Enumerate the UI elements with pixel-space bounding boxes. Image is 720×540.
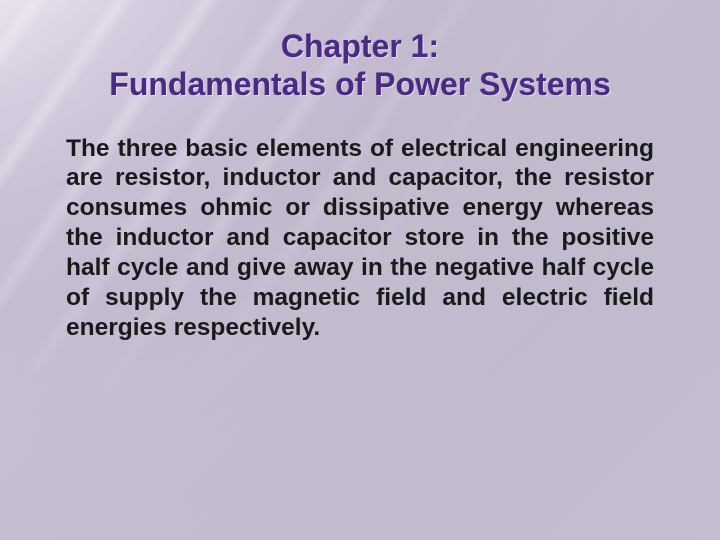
title-line-1: Chapter 1: xyxy=(60,28,660,66)
slide-title: Chapter 1: Fundamentals of Power Systems xyxy=(60,28,660,104)
title-line-2: Fundamentals of Power Systems xyxy=(60,66,660,104)
slide: Chapter 1: Fundamentals of Power Systems… xyxy=(0,0,720,540)
slide-body-text: The three basic elements of electrical e… xyxy=(60,134,660,343)
